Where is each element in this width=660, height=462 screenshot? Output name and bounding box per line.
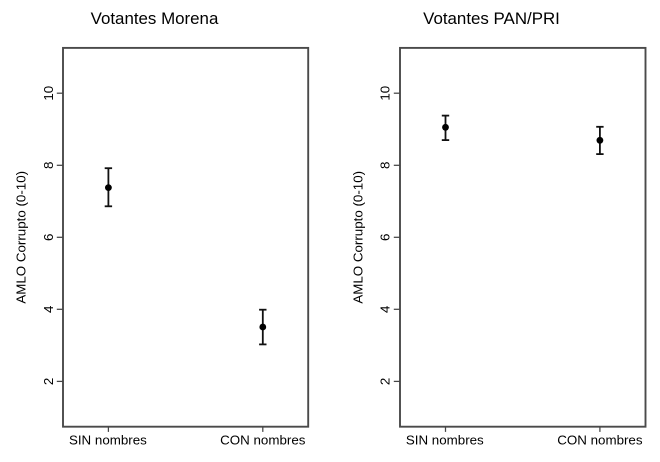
svg-text:10: 10 [41,86,56,101]
svg-text:SIN nombres: SIN nombres [69,432,147,447]
svg-text:SIN nombres: SIN nombres [406,432,484,447]
svg-text:8: 8 [378,162,393,169]
svg-text:AMLO Corrupto (0-10): AMLO Corrupto (0-10) [351,171,366,304]
svg-text:6: 6 [378,234,393,241]
svg-text:6: 6 [41,234,56,241]
svg-text:CON nombres: CON nombres [220,432,306,447]
svg-text:8: 8 [41,162,56,169]
svg-text:2: 2 [41,378,56,385]
svg-text:4: 4 [41,305,56,313]
svg-text:Votantes Morena: Votantes Morena [91,9,219,28]
svg-text:AMLO Corrupto (0-10): AMLO Corrupto (0-10) [14,171,29,304]
svg-text:10: 10 [378,86,393,101]
svg-text:CON nombres: CON nombres [557,432,643,447]
svg-text:2: 2 [378,378,393,385]
svg-text:4: 4 [378,305,393,313]
svg-text:Votantes PAN/PRI: Votantes PAN/PRI [423,9,560,28]
